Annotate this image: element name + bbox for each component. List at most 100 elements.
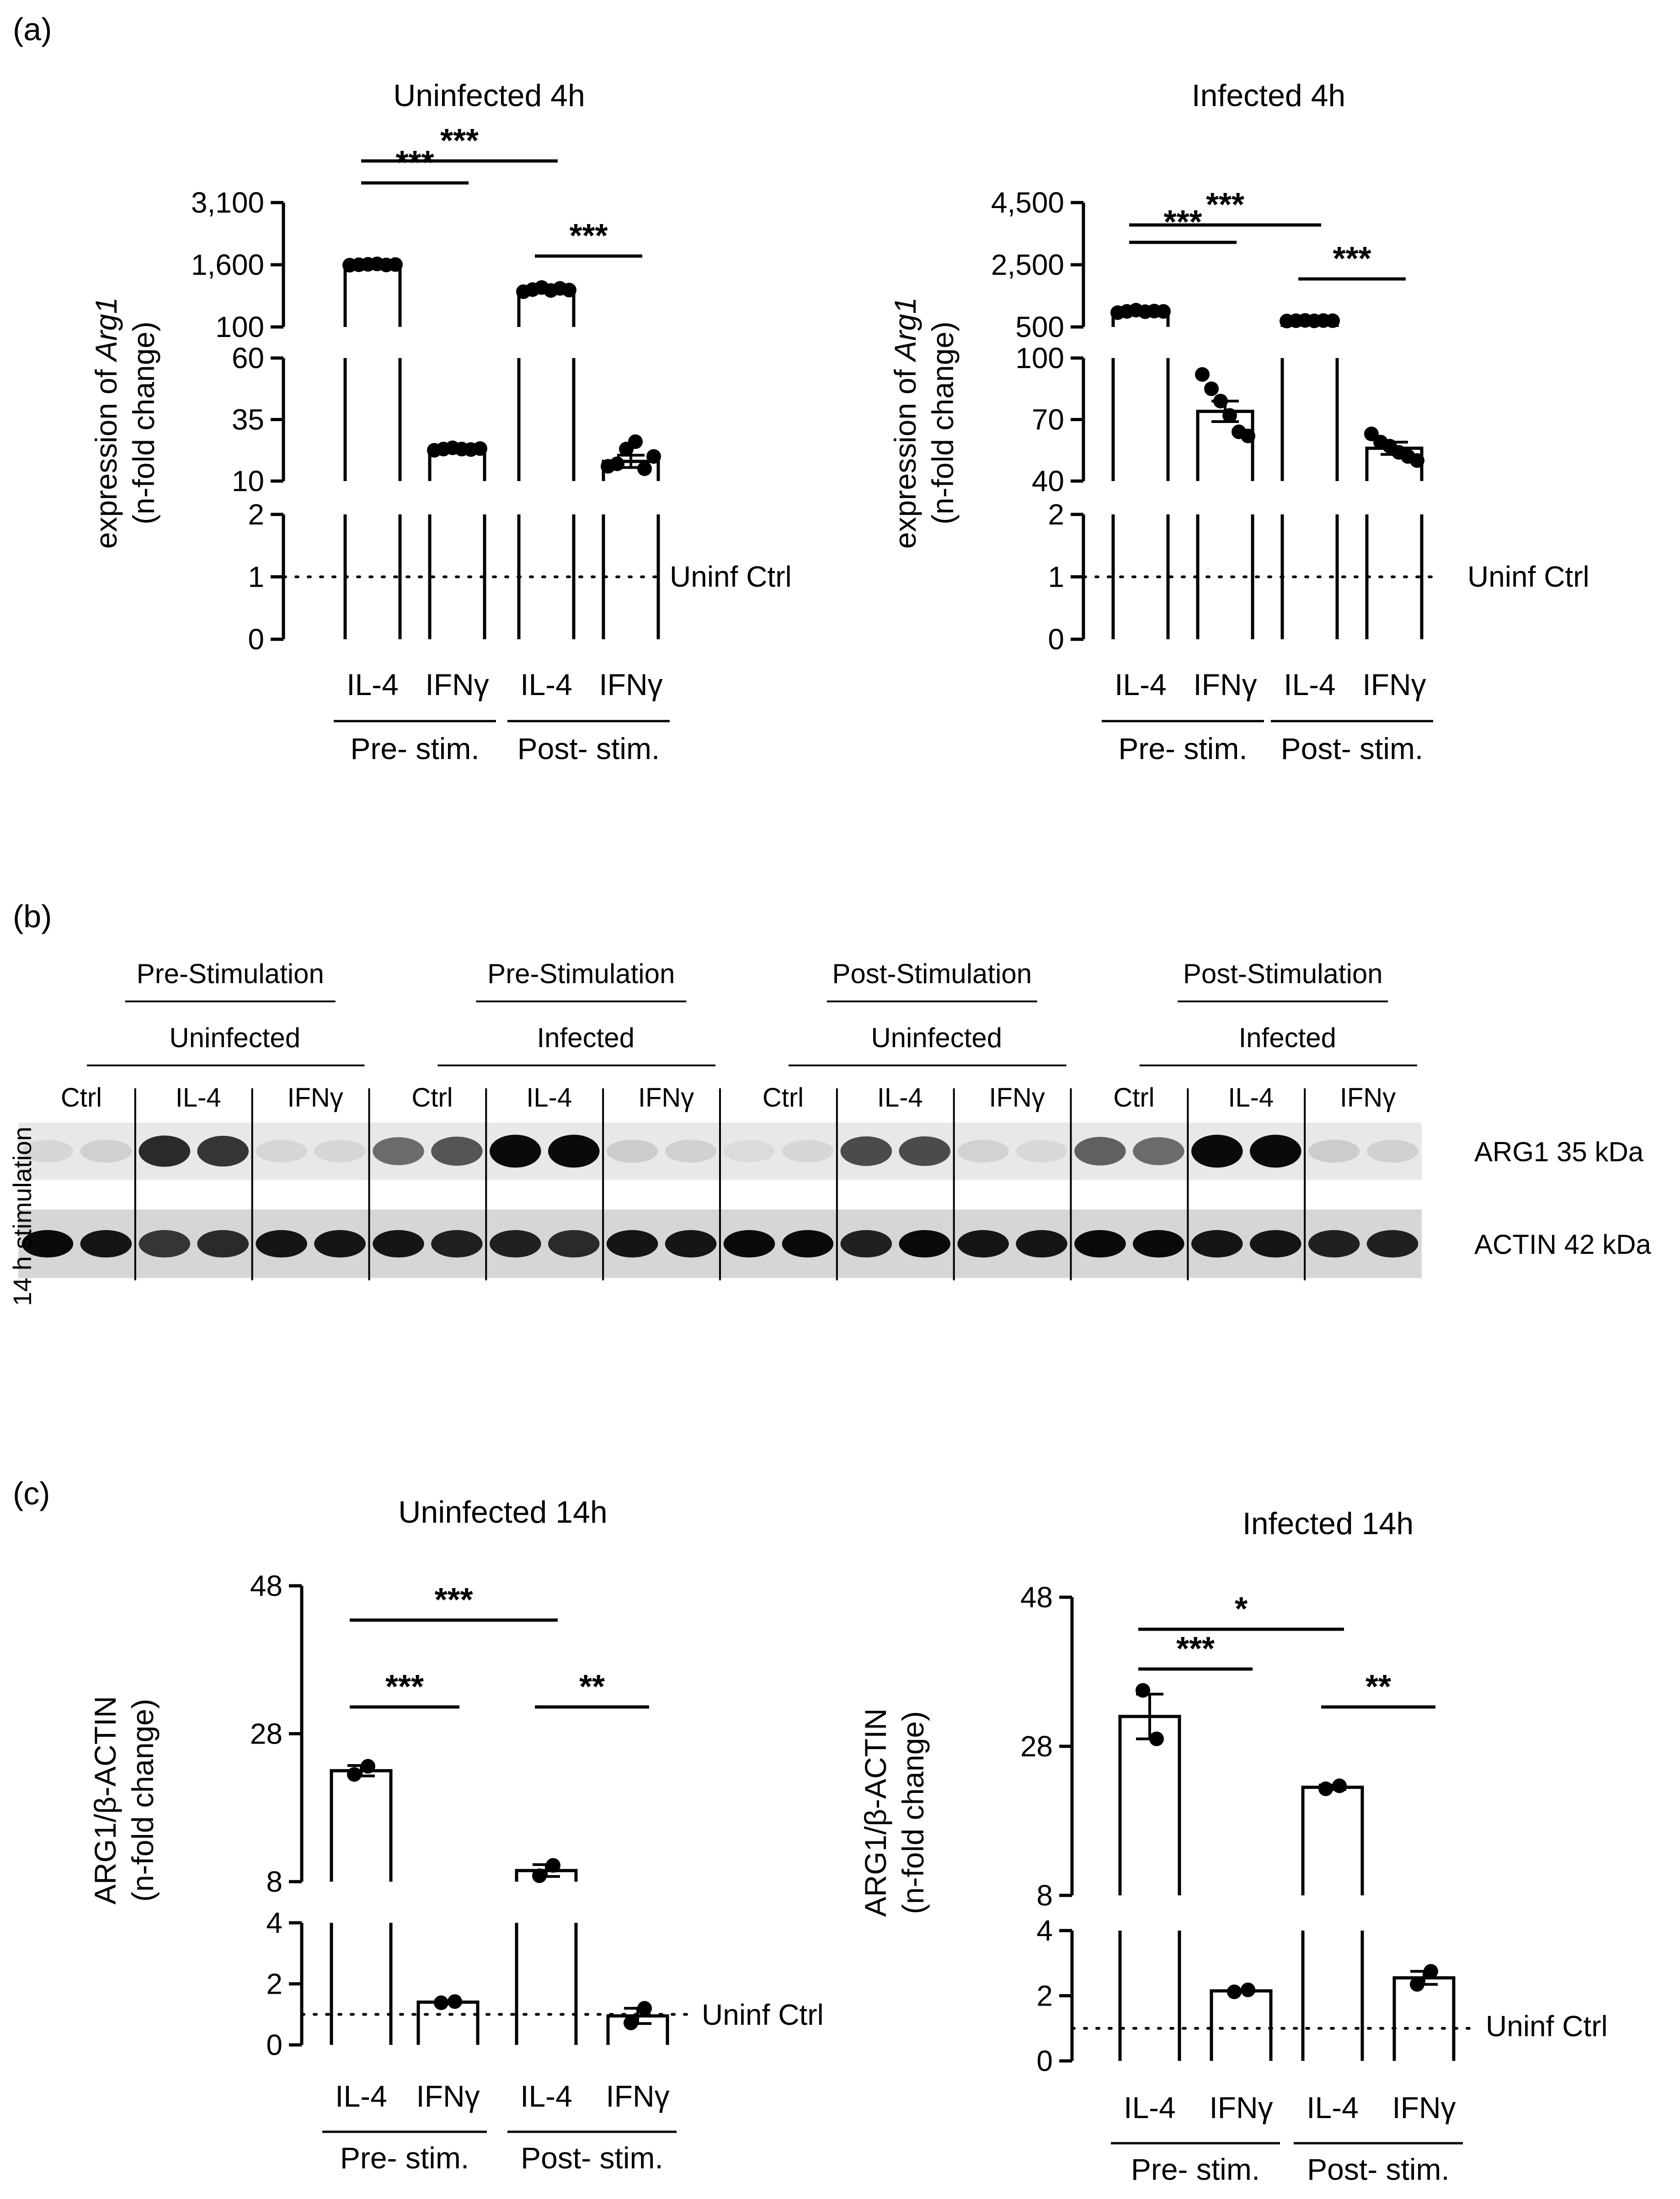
- blot-band: [80, 1140, 132, 1163]
- panel-label-c: (c): [13, 1476, 50, 1511]
- data-point: [1241, 1982, 1255, 1997]
- y-tick-label: 40: [1032, 465, 1064, 498]
- blot-band: [1191, 1134, 1243, 1168]
- data-point: [1195, 367, 1210, 382]
- blot-band: [490, 1134, 541, 1168]
- y-tick-label: 3,100: [191, 186, 264, 219]
- chart-uninfected-14h: Uninfected 14h ARG1/β-ACTIN (n-fold change…: [88, 1495, 824, 2175]
- y-tick-label: 28: [1020, 1730, 1053, 1763]
- blot-band: [899, 1230, 950, 1257]
- blot-band: [314, 1140, 366, 1163]
- data-point: [448, 1994, 462, 2009]
- blot-band: [256, 1230, 307, 1257]
- data-point: [388, 257, 403, 272]
- y-tick-label: 35: [232, 403, 264, 436]
- group-label: Post- stim.: [1281, 732, 1424, 765]
- data-point: [624, 2015, 638, 2030]
- bar: [1118, 1715, 1181, 2061]
- blot-band: [197, 1135, 249, 1167]
- category-label: IFNγ: [1362, 668, 1426, 701]
- category-label: IFNγ: [1193, 668, 1257, 701]
- y-tick-label: 2,500: [991, 248, 1064, 281]
- stimulation-header: Post-Stimulation: [1183, 958, 1383, 989]
- blot-band: [665, 1230, 717, 1257]
- blot-band: [1016, 1230, 1067, 1257]
- data-point: [610, 456, 624, 471]
- data-point: [637, 2001, 652, 2016]
- lane-label: IFNγ: [989, 1083, 1045, 1113]
- significance-label: ***: [1206, 187, 1244, 223]
- group-label: Pre- stim.: [340, 2141, 469, 2175]
- band-label: ARG1 35 kDa: [1474, 1137, 1644, 1167]
- bar: [517, 288, 576, 639]
- data-point: [1136, 1683, 1150, 1698]
- infection-header: Infected: [537, 1022, 635, 1053]
- category-label: IL-4: [1284, 668, 1336, 701]
- bar: [1210, 1989, 1273, 2061]
- data-point: [637, 461, 652, 476]
- y-tick-label: 1: [1048, 561, 1064, 594]
- y-tick-label: 500: [1015, 310, 1064, 343]
- data-point: [1227, 1984, 1242, 1999]
- y-tick-label: 70: [1032, 403, 1064, 436]
- blot-band: [1191, 1230, 1243, 1257]
- blot-band: [1133, 1137, 1184, 1166]
- y-tick-label: 48: [1020, 1581, 1053, 1614]
- y-tick-label: 100: [215, 310, 264, 343]
- bar: [416, 2001, 480, 2045]
- bar: [1392, 1976, 1456, 2061]
- y-tick-label: 4,500: [991, 186, 1064, 219]
- significance-label: ***: [1176, 1631, 1215, 1667]
- y-tick-label: 2: [248, 498, 264, 531]
- lane-label: IFNγ: [287, 1083, 343, 1113]
- bar: [428, 447, 486, 639]
- category-label: IFNγ: [599, 668, 662, 701]
- data-point: [347, 1767, 362, 1782]
- bar: [343, 263, 402, 639]
- reference-line-label: Uninf Ctrl: [670, 560, 792, 593]
- y-tick-label: 1,600: [191, 248, 264, 281]
- blot-side-label: 14 h stimulation: [8, 1127, 37, 1306]
- data-point: [1222, 408, 1237, 423]
- lane-label: Ctrl: [411, 1083, 453, 1113]
- blot-band: [1308, 1230, 1360, 1257]
- significance-label: ***: [385, 1669, 424, 1705]
- blot-band: [548, 1230, 600, 1257]
- blot-band: [782, 1140, 834, 1163]
- blot-band: [1249, 1134, 1301, 1168]
- y-tick-label: 4: [266, 1906, 283, 1939]
- chart-uninfected-4h: Uninfected 4h expression of Arg1 (n-fold c…: [89, 78, 792, 765]
- data-point: [473, 441, 487, 456]
- chart-title: Uninfected 4h: [393, 78, 585, 113]
- blot-band: [1366, 1230, 1419, 1257]
- data-point: [1149, 1731, 1164, 1746]
- blot-band: [548, 1134, 600, 1168]
- category-label: IFNγ: [1392, 2091, 1456, 2124]
- bar: [1196, 410, 1254, 639]
- data-point: [1410, 453, 1424, 468]
- lane-label: Ctrl: [763, 1083, 804, 1113]
- chart-infected-14h: Infected 14h ARG1/β-ACTIN (n-fold change) 0…: [859, 1506, 1608, 2186]
- blot-band: [1308, 1140, 1360, 1163]
- y-tick-label: 0: [1036, 2044, 1053, 2077]
- category-label: IL-4: [520, 2079, 572, 2113]
- blot-band: [957, 1230, 1009, 1257]
- blot-band: [840, 1230, 892, 1257]
- group-label: Pre- stim.: [1118, 732, 1247, 765]
- significance-label: ***: [395, 144, 434, 181]
- blot-band: [139, 1230, 191, 1257]
- group-label: Pre- stim.: [1131, 2152, 1260, 2186]
- panel-label-b: (b): [13, 899, 52, 934]
- chart-infected-4h: Infected 4h expression of Arg1 (n-fold cha…: [888, 78, 1589, 765]
- lane-label: IL-4: [176, 1083, 221, 1113]
- y-tick-label: 100: [1015, 342, 1064, 375]
- y-tick-label: 0: [1048, 623, 1064, 656]
- category-label: IL-4: [347, 668, 399, 701]
- blot-band: [1366, 1140, 1419, 1163]
- data-point: [562, 283, 576, 298]
- significance-label: ***: [434, 1582, 473, 1618]
- significance-label: ***: [440, 123, 479, 159]
- category-label: IFNγ: [416, 2079, 480, 2113]
- significance-label: ***: [1333, 241, 1371, 277]
